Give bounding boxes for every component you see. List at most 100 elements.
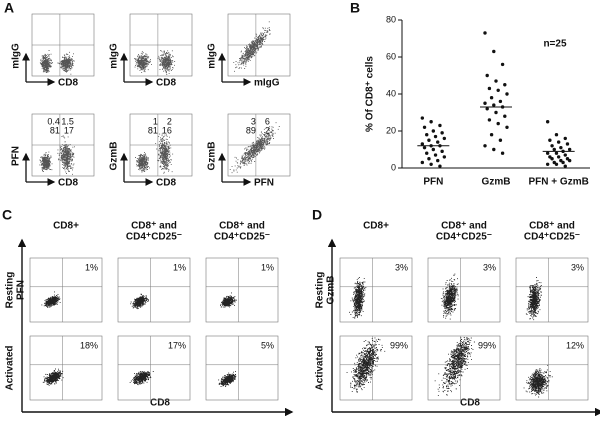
data-point (567, 158, 572, 163)
data-point (554, 151, 559, 155)
y-tick-label: 20 (386, 125, 396, 135)
data-point (485, 73, 489, 78)
panel-label: D (312, 207, 322, 223)
x-tick-label: GzmB (482, 177, 511, 188)
data-point (494, 110, 498, 115)
cell-events (135, 133, 174, 174)
y-axis-label: PFN (11, 146, 22, 166)
plot-frame (515, 335, 589, 401)
quadrant-value: 81 (148, 125, 158, 135)
quadrant-percentage: 1% (85, 262, 98, 272)
data-point (550, 157, 554, 161)
plot-frame (339, 335, 413, 401)
column-header: CD4⁺CD25⁻ (214, 232, 270, 243)
quadrant-value: 1.5 (61, 116, 74, 126)
quadrant-value: 0.4 (47, 116, 60, 126)
data-point (422, 145, 427, 150)
plot-frame (117, 335, 191, 401)
row-label: PFN (16, 280, 27, 300)
data-point (505, 125, 509, 129)
data-point (429, 120, 433, 124)
cell-events (440, 273, 459, 320)
data-point (483, 31, 487, 35)
data-point (556, 140, 561, 144)
data-point (485, 107, 489, 111)
quadrant-percentage: 3% (571, 262, 584, 272)
cell-events (129, 371, 154, 386)
quadrant-percentage: 3% (395, 262, 408, 272)
data-point (440, 149, 444, 154)
y-tick-label: 0 (391, 162, 396, 172)
quadrant-percentage: 5% (261, 340, 274, 350)
cell-events (229, 122, 280, 174)
x-tick-label: PFN (423, 177, 443, 188)
x-axis-label: CD8 (58, 78, 78, 89)
plot-frame (29, 335, 103, 401)
cell-events (523, 364, 553, 398)
data-point (545, 120, 550, 124)
cell-events (42, 368, 64, 386)
y-axis-label: mIgG (109, 43, 120, 69)
row-label: Resting (5, 272, 16, 309)
data-point (438, 164, 442, 168)
data-point (433, 134, 438, 139)
column-header: CD8⁺ and (529, 221, 575, 232)
panel-label: A (4, 0, 14, 16)
data-point (492, 103, 496, 107)
cell-events (39, 50, 75, 75)
data-point (442, 136, 447, 141)
data-point (563, 136, 567, 141)
data-point (556, 155, 561, 159)
column-header: CD8⁺ and (131, 221, 177, 232)
data-point (563, 164, 567, 168)
data-point (567, 147, 572, 152)
cell-events (434, 337, 475, 396)
quadrant-value: 16 (162, 125, 172, 135)
quadrant-percentage: 99% (478, 340, 496, 350)
column-header: CD8⁺ and (441, 221, 487, 232)
data-point (552, 147, 556, 152)
y-axis-label: mIgG (207, 43, 218, 69)
plot-frame (205, 335, 279, 401)
data-point (436, 140, 440, 144)
data-point (420, 142, 425, 146)
data-point (503, 114, 507, 118)
column-header: CD8+ (363, 221, 389, 232)
cell-events (233, 21, 271, 72)
quadrant-percentage: 12% (566, 340, 584, 350)
plot-frame (515, 257, 589, 323)
column-header: CD4⁺CD25⁻ (126, 232, 182, 243)
cell-events (220, 292, 237, 308)
row-label: GzmB (326, 276, 337, 305)
data-point (498, 138, 503, 142)
data-point (425, 133, 429, 137)
data-point (487, 86, 492, 91)
cell-events (349, 277, 367, 319)
data-point (440, 131, 444, 135)
y-tick-label: 40 (386, 88, 396, 98)
data-point (492, 49, 496, 54)
data-point (561, 160, 565, 165)
quadrant-value: 89 (246, 125, 256, 135)
data-point (550, 144, 554, 148)
x-axis-label: CD8 (58, 178, 78, 189)
plot-frame (205, 257, 279, 323)
data-point (492, 147, 496, 152)
data-point (427, 138, 431, 142)
data-point (554, 133, 559, 137)
quadrant-percentage: 99% (390, 340, 408, 350)
plot-frame (339, 257, 413, 323)
quadrant-value: 2 (167, 116, 172, 126)
data-point (496, 121, 500, 126)
data-point (483, 101, 487, 105)
plot-frame (427, 257, 501, 323)
y-axis-label: GzmB (207, 142, 218, 171)
data-point (545, 151, 550, 155)
cell-events (134, 50, 176, 75)
quadrant-value: 1 (153, 116, 158, 126)
data-point (483, 144, 487, 148)
column-header: CD4⁺CD25⁻ (524, 232, 580, 243)
cell-events (130, 293, 149, 310)
quadrant-value: 2 (265, 125, 270, 135)
panel-label: C (2, 207, 12, 223)
